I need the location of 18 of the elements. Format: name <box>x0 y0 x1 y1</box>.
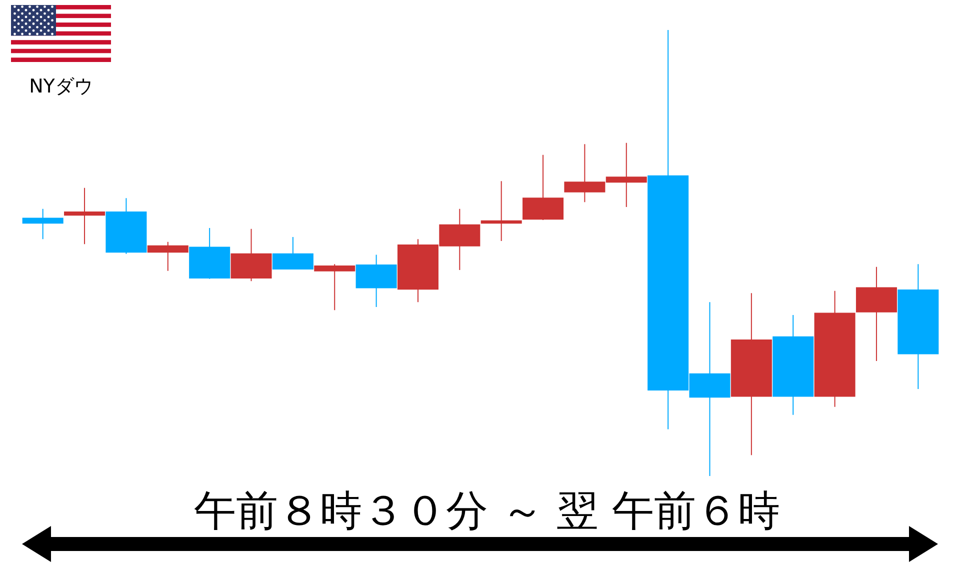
candlestick <box>356 254 397 308</box>
candlestick <box>189 228 230 280</box>
candlestick <box>314 264 356 311</box>
candlestick <box>64 187 106 245</box>
candlestick <box>856 266 897 362</box>
candlestick <box>106 198 147 254</box>
candlestick <box>814 290 856 408</box>
candlestick <box>772 314 814 416</box>
text: 午前８時３０分 ～ 翌 午前６時 <box>194 486 780 535</box>
candlestick <box>22 208 64 240</box>
text: NYダウ <box>29 76 93 98</box>
candlestick <box>272 236 314 270</box>
candlestick <box>480 180 522 242</box>
candlestick <box>522 154 564 220</box>
candlestick <box>898 264 939 390</box>
candlestick <box>230 228 272 282</box>
candlestick <box>730 292 772 456</box>
candlestick <box>147 241 188 272</box>
